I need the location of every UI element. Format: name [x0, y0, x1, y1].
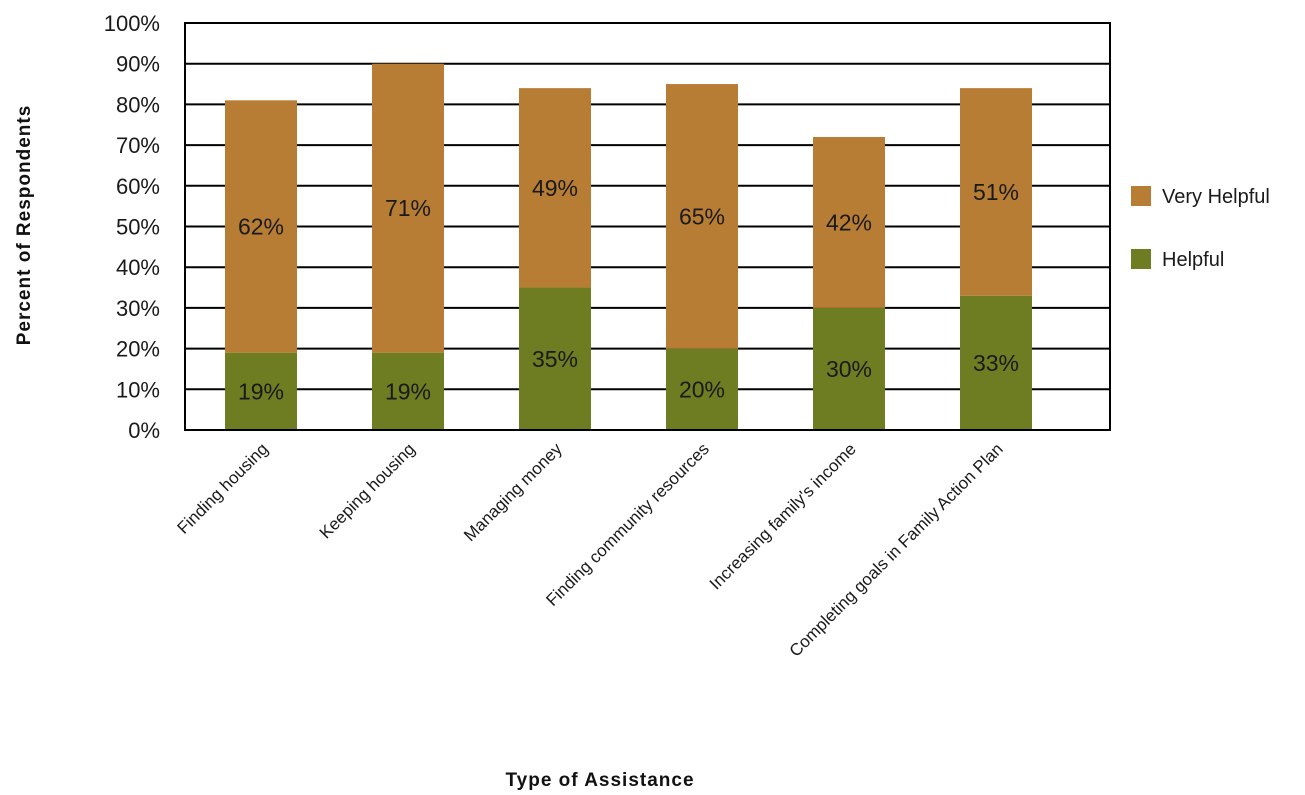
x-tick-label: Keeping housing	[316, 439, 419, 542]
bars	[225, 63, 1032, 430]
y-tick-label: 60%	[116, 174, 160, 199]
bar-segment	[519, 287, 591, 430]
y-tick-label: 10%	[116, 377, 160, 402]
data-label: 33%	[973, 350, 1019, 376]
legend-label: Helpful	[1162, 249, 1224, 271]
data-label: 51%	[973, 179, 1019, 205]
data-label: 71%	[385, 195, 431, 221]
bar-segment	[666, 84, 738, 349]
data-label: 19%	[385, 378, 431, 404]
y-tick-label: 40%	[116, 255, 160, 280]
y-tick-label: 30%	[116, 296, 160, 321]
bar-segment	[225, 352, 297, 430]
bar-segment	[372, 63, 444, 353]
x-axis-category-labels: Finding housing Keeping housing Managing m…	[174, 439, 1007, 661]
data-label: 65%	[679, 203, 725, 229]
data-label: 35%	[532, 346, 578, 372]
x-tick-label: Finding community resources	[542, 439, 712, 609]
data-label: 62%	[238, 214, 284, 240]
data-label: 19%	[238, 378, 284, 404]
x-tick-label: Increasing family's income	[706, 439, 860, 593]
x-tick-label: Finding housing	[174, 439, 272, 537]
y-tick-label: 80%	[116, 92, 160, 117]
y-tick-label: 70%	[116, 133, 160, 158]
plot-area-frame	[184, 22, 1111, 431]
bar-segment	[372, 352, 444, 430]
bar-segment	[519, 88, 591, 288]
legend-swatch	[1131, 249, 1151, 269]
y-axis-title: Percent of Respondents	[14, 105, 35, 346]
bar-segment	[960, 295, 1032, 430]
data-label: 42%	[826, 209, 872, 235]
x-tick-label: Managing money	[460, 439, 566, 545]
x-axis-title: Type of Assistance	[505, 770, 694, 791]
bar-segment	[960, 88, 1032, 296]
data-label: 20%	[679, 376, 725, 402]
bar-segment	[666, 348, 738, 430]
bar-segment	[813, 136, 885, 308]
data-labels: 19% 62% 19% 71% 35% 49% 20% 65% 30% 42% 33% 51%	[238, 175, 1019, 404]
legend-swatch	[1131, 186, 1151, 206]
bar-segment	[225, 100, 297, 353]
y-tick-label: 50%	[116, 215, 160, 240]
y-tick-label: 0%	[128, 418, 160, 443]
legend: Very Helpful Helpful	[1131, 186, 1270, 271]
y-tick-label: 20%	[116, 337, 160, 362]
y-tick-label: 90%	[116, 52, 160, 77]
legend-label: Very Helpful	[1162, 186, 1270, 208]
data-label: 49%	[532, 175, 578, 201]
bar-segment	[813, 307, 885, 430]
y-axis-ticks: 0% 10% 20% 30% 40% 50% 60% 70% 80% 90% 100%	[104, 11, 160, 443]
y-tick-label: 100%	[104, 11, 160, 36]
data-label: 30%	[826, 356, 872, 382]
